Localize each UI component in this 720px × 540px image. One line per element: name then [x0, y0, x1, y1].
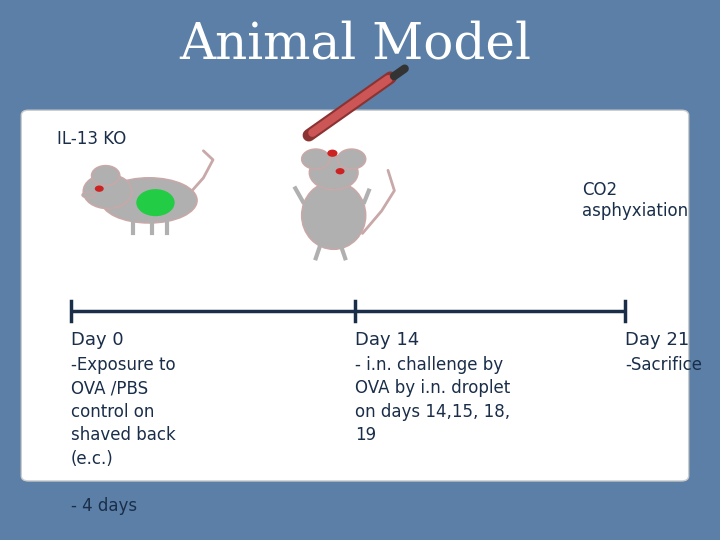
Text: Day 14: Day 14 — [355, 330, 419, 349]
Text: Day 21: Day 21 — [625, 330, 689, 349]
FancyBboxPatch shape — [22, 110, 688, 481]
Text: CO2
asphyxiation: CO2 asphyxiation — [582, 181, 688, 220]
Text: Animal Model: Animal Model — [179, 21, 531, 70]
Text: -Sacrifice: -Sacrifice — [625, 356, 702, 374]
Text: IL-13 KO: IL-13 KO — [57, 130, 126, 148]
Circle shape — [336, 168, 345, 174]
Circle shape — [310, 156, 358, 190]
Text: - i.n. challenge by
OVA by i.n. droplet
on days 14,15, 18,
19: - i.n. challenge by OVA by i.n. droplet … — [355, 356, 510, 444]
Circle shape — [328, 150, 338, 157]
Ellipse shape — [302, 181, 366, 249]
Circle shape — [338, 149, 366, 169]
Circle shape — [136, 189, 175, 216]
Circle shape — [84, 174, 132, 208]
Ellipse shape — [82, 192, 95, 198]
Ellipse shape — [102, 178, 197, 223]
Circle shape — [91, 166, 120, 186]
Text: Day 0: Day 0 — [71, 330, 124, 349]
Text: -Exposure to
OVA /PBS
control on
shaved back
(e.c.)

- 4 days: -Exposure to OVA /PBS control on shaved … — [71, 356, 176, 515]
Circle shape — [95, 186, 104, 192]
Circle shape — [302, 149, 330, 169]
